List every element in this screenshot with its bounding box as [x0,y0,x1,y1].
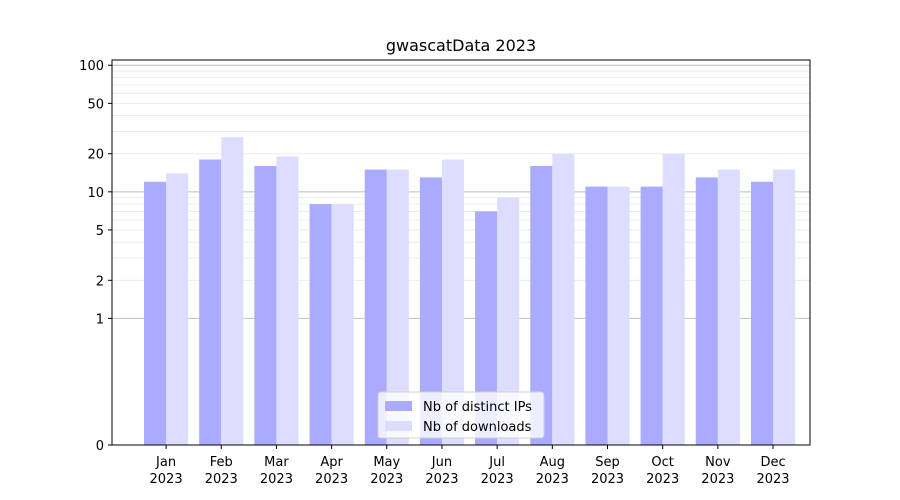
bar-downloads-7 [552,153,575,446]
bar-downloads-8 [607,186,630,446]
x-axis: Jan 2023 Feb 2023 Mar 2023 Apr 2023 May 2023 Jun 20… [150,445,790,487]
legend-label: Nb of distinct IPs [423,400,532,415]
bar-downloads-9 [662,153,685,446]
y-tick-label: 10 [87,186,104,201]
bar-ips-1 [199,159,222,445]
y-tick-label: 0 [96,439,104,454]
legend-swatch [385,401,412,411]
legend-label: Nb of downloads [423,420,532,435]
legend: Nb of distinct IPs Nb of downloads [377,391,545,439]
x-tick-label: Jul 2023 [481,455,514,487]
bar-ips-2 [254,165,277,446]
legend-box [377,391,545,439]
x-tick-label: Jan 2023 [150,455,183,487]
bar-downloads-2 [276,156,299,446]
bar-ips-3 [309,204,332,445]
bar-downloads-11 [773,169,796,445]
bar-ips-0 [144,181,167,445]
bar-downloads-4 [386,169,409,445]
x-tick-label: Nov 2023 [701,455,734,487]
bar-downloads-10 [717,169,740,445]
bar-ips-9 [640,186,663,446]
x-tick-label: Mar 2023 [260,455,293,487]
legend-swatch [385,421,412,431]
bar-ips-7 [530,165,553,446]
y-tick-label: 2 [96,274,104,289]
x-tick-label: Feb 2023 [205,455,238,487]
bar-ips-5 [419,177,442,446]
bar-downloads-5 [441,159,465,445]
bar-ips-11 [750,181,774,445]
x-tick-label: May 2023 [370,455,403,487]
bar-ips-4 [364,169,387,445]
y-tick-label: 5 [96,224,104,239]
bar-downloads-3 [331,204,354,445]
x-tick-label: Sep 2023 [591,455,624,487]
x-tick-label: Apr 2023 [315,455,348,487]
x-tick-label: Dec 2023 [756,455,789,487]
x-tick-label: Oct 2023 [646,455,679,487]
plot-frame [111,59,811,446]
y-axis: 0 1 2 5 10 20 50 100 [79,59,112,454]
bar-downloads-1 [221,137,244,446]
bar-downloads-0 [166,173,189,445]
chart-title: gwascatData 2023 [386,36,536,55]
bar-downloads-6 [497,197,520,445]
bars [144,137,796,446]
bar-ips-6 [475,211,498,445]
y-tick-label: 50 [87,97,104,112]
x-tick-label: Jun 2023 [425,455,458,487]
x-tick-label: Aug 2023 [536,455,569,487]
y-tick-label: 20 [87,148,104,163]
y-tick-label: 1 [96,312,104,327]
y-tick-label: 100 [79,59,104,74]
bar-ips-8 [585,186,608,446]
bar-ips-10 [695,177,718,446]
